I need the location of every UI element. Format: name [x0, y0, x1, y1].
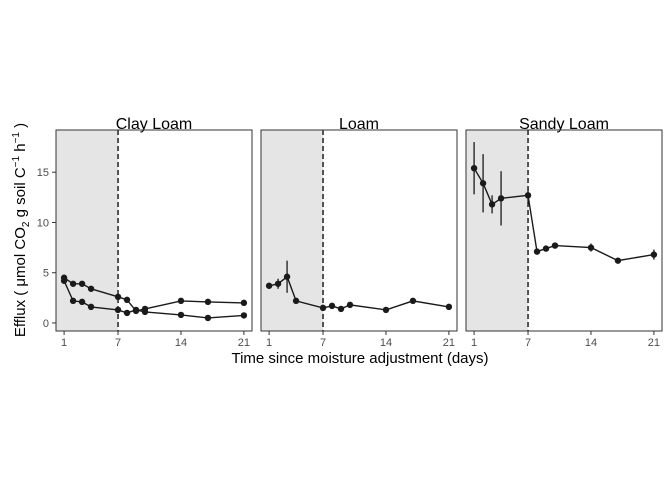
y-axis-title: Efflux ( μmol CO2 g soil C−1 h−1 ): [11, 123, 32, 337]
y-tick-label: 0: [43, 318, 49, 330]
data-point: [132, 306, 140, 314]
x-tick-label: 1: [61, 337, 67, 349]
data-point: [60, 277, 68, 284]
shaded-region: [466, 130, 529, 331]
shaded-region: [261, 130, 324, 331]
y-title-c-superscript: −1: [11, 156, 22, 168]
data-point: [337, 305, 345, 313]
data-point: [78, 298, 86, 306]
x-tick-label: 1: [471, 337, 477, 349]
data-point: [542, 245, 550, 252]
data-point: [123, 309, 131, 317]
data-point: [204, 314, 212, 322]
y-axis: 0 5 10 15: [37, 167, 56, 330]
y-tick-label: 10: [37, 217, 49, 229]
x-tick-label: 14: [585, 337, 597, 349]
y-title-mid: g soil C: [12, 167, 29, 221]
data-point: [587, 244, 595, 251]
facet-title: Loam: [339, 116, 379, 133]
data-point: [114, 293, 122, 301]
data-point: [650, 251, 658, 258]
y-title-h-superscript: −1: [11, 132, 22, 144]
x-tick-label: 7: [525, 337, 531, 349]
panel-border: [260, 129, 458, 332]
panel-border: [465, 129, 663, 332]
data-point: [114, 306, 122, 314]
y-title-prefix: Efflux ( μmol CO: [12, 227, 29, 337]
facet-1: Loam 1 7 14 21: [260, 116, 458, 349]
data-point: [69, 280, 77, 287]
x-tick-label: 14: [380, 337, 392, 349]
data-point: [409, 297, 417, 305]
data-point: [614, 257, 622, 264]
y-tick-label: 15: [37, 167, 49, 179]
data-point: [177, 297, 185, 305]
x-tick-label: 1: [266, 337, 272, 349]
data-point: [87, 303, 95, 311]
facet-panels: Clay Loam 1 7 14 21 Loam 1 7 14 21 Sandy Loam 1 7 14 2…: [55, 116, 663, 349]
data-point: [274, 280, 282, 287]
facet-2: Sandy Loam 1 7 14 21: [465, 116, 663, 349]
shaded-region: [56, 130, 119, 331]
data-point: [292, 297, 300, 305]
y-title-tail: h: [12, 143, 29, 156]
data-point: [533, 248, 541, 255]
facet-title: Clay Loam: [116, 116, 192, 133]
facet-title: Sandy Loam: [519, 116, 609, 133]
data-point: [479, 180, 487, 187]
data-point: [445, 303, 453, 311]
x-tick-label: 7: [320, 337, 326, 349]
data-point: [470, 164, 478, 172]
data-point: [346, 301, 354, 309]
data-point: [265, 282, 273, 289]
x-tick-label: 21: [238, 337, 250, 349]
data-point: [328, 302, 336, 310]
facet-0: Clay Loam 1 7 14 21: [55, 116, 253, 349]
data-point: [240, 312, 248, 319]
data-point: [551, 242, 559, 249]
y-title-suffix: ): [12, 123, 29, 132]
data-point: [497, 195, 505, 202]
data-point: [87, 285, 95, 292]
y-tick-label: 5: [43, 268, 49, 280]
data-point: [382, 306, 390, 314]
data-point: [123, 296, 131, 304]
x-tick-label: 7: [115, 337, 121, 349]
data-point: [141, 308, 149, 316]
data-point: [524, 192, 532, 199]
data-point: [283, 273, 291, 280]
data-point: [240, 299, 248, 307]
x-tick-label: 14: [175, 337, 187, 349]
data-point: [177, 311, 185, 319]
data-point: [78, 280, 86, 287]
data-point: [204, 298, 212, 306]
panel-border: [55, 129, 253, 332]
x-tick-label: 21: [443, 337, 455, 349]
data-point: [69, 297, 77, 305]
y-title-co2-subscript: 2: [21, 221, 32, 227]
x-tick-label: 21: [648, 337, 660, 349]
data-point: [319, 304, 327, 312]
data-point: [488, 201, 496, 208]
x-axis-title: Time since moisture adjustment (days): [231, 350, 488, 367]
